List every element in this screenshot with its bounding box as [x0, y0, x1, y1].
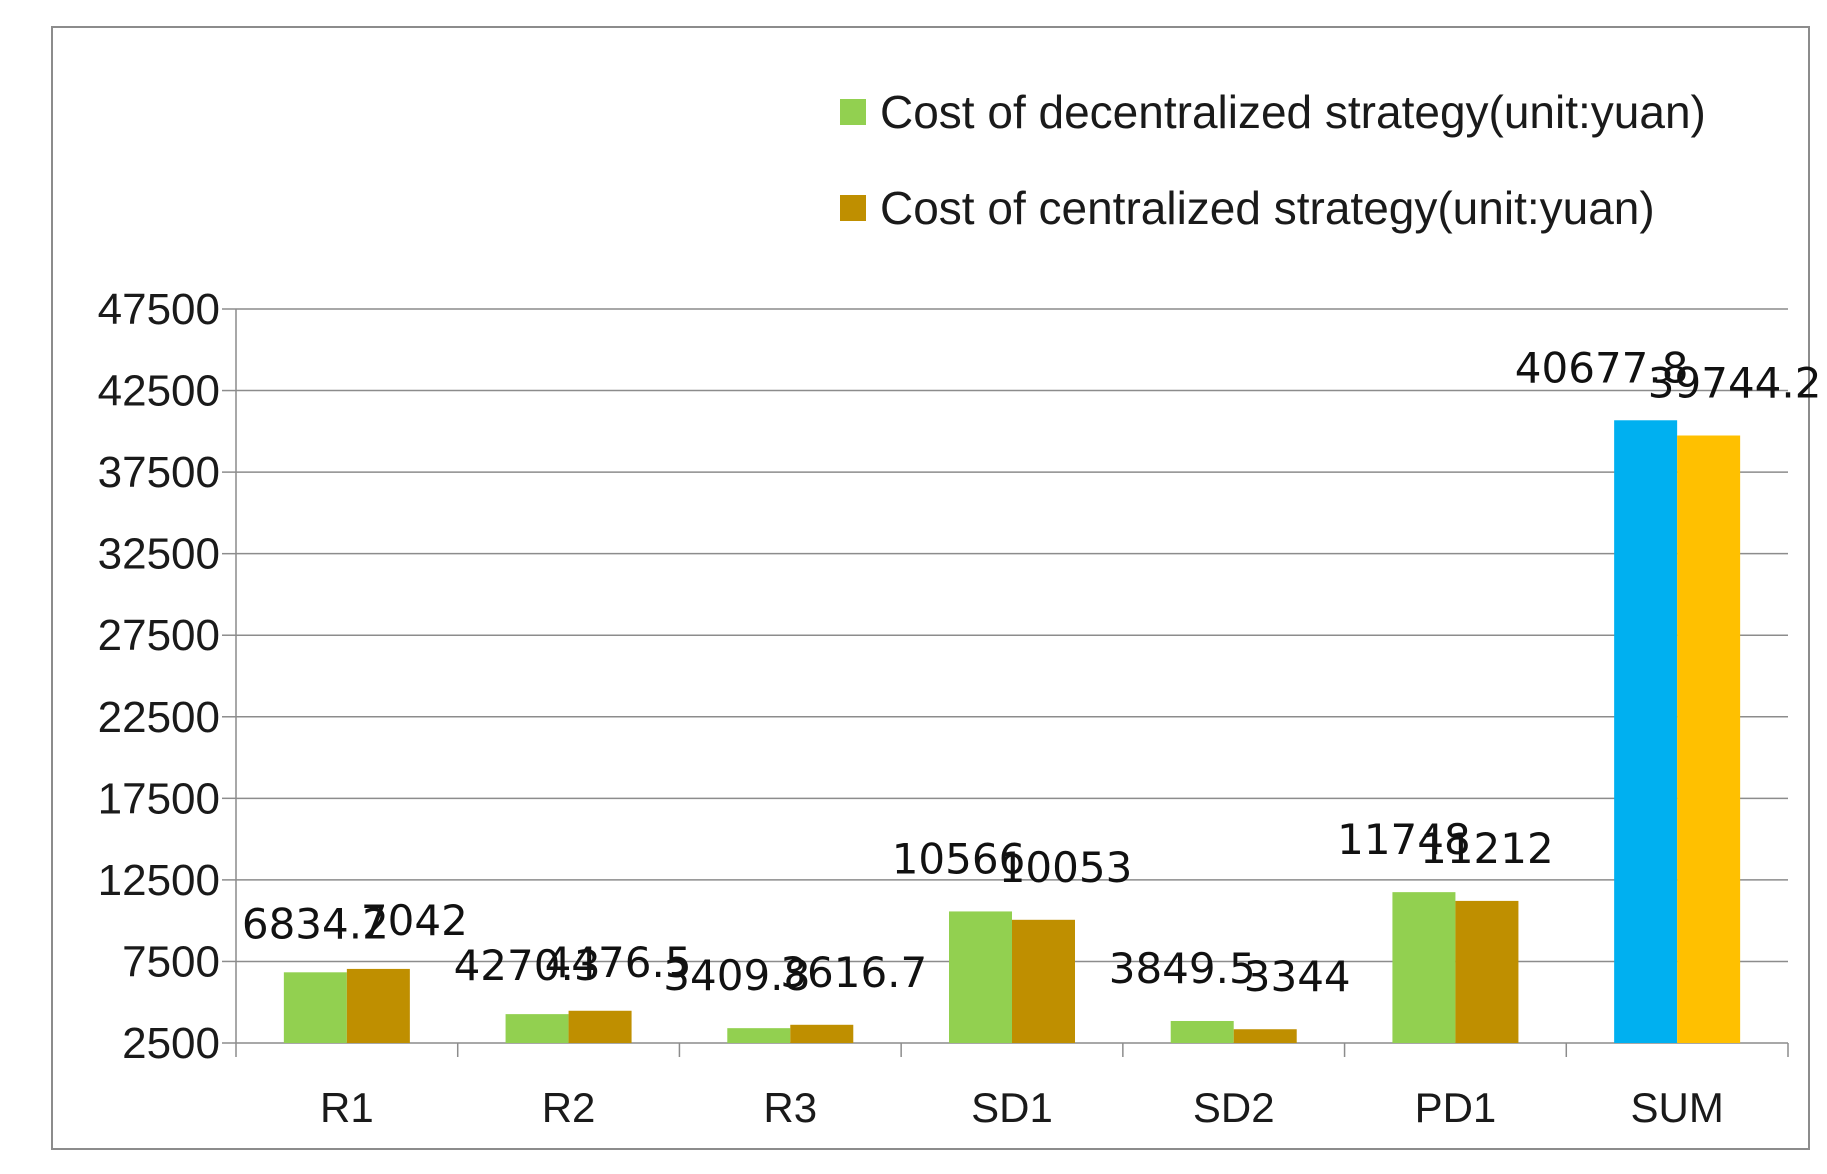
bar-pd1-series-1	[1392, 892, 1456, 1043]
legend-label-series-1: Cost of decentralized strategy(unit:yuan…	[880, 86, 1706, 138]
data-label-r3-series-2: 3616.7	[780, 948, 927, 997]
legend-label-series-2: Cost of centralized strategy(unit:yuan)	[880, 182, 1655, 234]
y-tick-label: 32500	[98, 530, 220, 579]
bar-r3-series-1	[727, 1028, 791, 1043]
gridlines	[236, 308, 1788, 963]
data-label-r2-series-1: 4270.3	[454, 941, 601, 990]
data-label-sd1-series-1: 10566	[892, 834, 1026, 883]
data-label-sum-series-1: 40677.8	[1515, 343, 1689, 392]
x-tick-label-sum: SUM	[1630, 1084, 1723, 1131]
legend-swatch-series-1	[840, 99, 866, 125]
y-tick-label: 27500	[98, 611, 220, 660]
bars	[283, 420, 1741, 1043]
bar-sd1-series-2	[1012, 919, 1075, 1043]
x-tick-label-sd2: SD2	[1193, 1084, 1275, 1131]
data-label-r3-series-1: 3409.8	[663, 951, 810, 1000]
x-tick-label-r2: R2	[542, 1084, 596, 1131]
data-label-r1-series-2: 7042	[361, 896, 468, 945]
data-label-sum-series-2: 39744.2	[1648, 359, 1822, 408]
bar-r2-series-1	[505, 1014, 569, 1043]
y-tick-label: 2500	[122, 1019, 220, 1068]
bar-r2-series-2	[568, 1010, 632, 1043]
bar-r3-series-2	[790, 1024, 854, 1043]
y-tick-label: 37500	[98, 448, 220, 497]
bar-sum-series-1	[1614, 420, 1678, 1043]
data-label-sd1-series-2: 10053	[999, 843, 1133, 892]
data-label-pd1-series-1: 11748	[1337, 815, 1471, 864]
axes: 2500 7500 12500 17500 22500 27500 32500 37500 42…	[98, 285, 1789, 1131]
data-label-sd2-series-1: 3849.5	[1109, 944, 1256, 993]
legend: Cost of decentralized strategy(unit:yuan…	[840, 86, 1706, 234]
data-label-pd1-series-2: 11212	[1420, 824, 1554, 873]
bar-sum-series-2	[1677, 435, 1741, 1043]
y-tick-label: 17500	[98, 774, 220, 823]
y-tick-label: 22500	[98, 693, 220, 742]
y-tick-label: 42500	[98, 367, 220, 416]
data-label-r2-series-2: 4476.5	[545, 938, 692, 987]
data-labels: 6834.270424270.34476.53409.83616.7105661…	[242, 343, 1822, 1001]
bar-r1-series-1	[283, 972, 347, 1043]
y-tick-label: 7500	[122, 937, 220, 986]
x-tick-label-pd1: PD1	[1415, 1084, 1497, 1131]
bar-r1-series-2	[346, 968, 410, 1043]
legend-swatch-series-2	[840, 195, 866, 221]
data-label-r1-series-1: 6834.2	[242, 899, 389, 948]
bar-sd1-series-1	[949, 911, 1012, 1043]
x-tick-label-r3: R3	[763, 1084, 817, 1131]
bar-pd1-series-2	[1455, 900, 1519, 1043]
x-tick-label-sd1: SD1	[971, 1084, 1053, 1131]
bar-sd2-series-1	[1170, 1020, 1234, 1043]
x-tick-label-r1: R1	[320, 1084, 374, 1131]
y-tick-label: 12500	[98, 856, 220, 905]
bar-sd2-series-2	[1233, 1029, 1297, 1043]
data-label-sd2-series-2: 3344	[1244, 952, 1351, 1001]
y-tick-label: 47500	[98, 285, 220, 334]
